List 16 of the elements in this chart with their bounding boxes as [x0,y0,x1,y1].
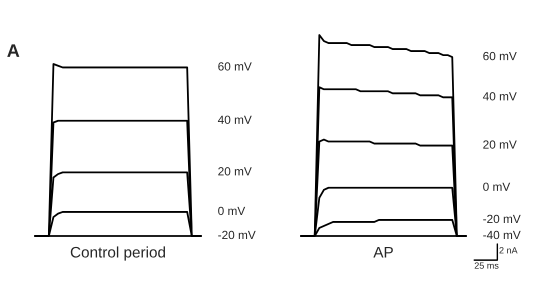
text: 60 mV [218,62,252,71]
text: A [7,44,20,57]
text: 0 mV [483,182,510,191]
text: 0 mV [218,206,246,216]
text: 20 mV [218,167,252,176]
text: 40 mV [218,116,252,124]
text: 2 nA [499,247,518,254]
text: 25 ms [474,262,499,269]
series-label: -20 mV [483,214,521,224]
text: 60 mV [483,52,517,60]
text: 20 mV [483,140,517,149]
series-label: -20 mV [218,230,256,240]
series-label: -40 mV [483,230,521,240]
x-axis-title: AP [373,246,393,258]
x-axis-title: Control period [70,246,165,261]
text: 40 mV [482,92,517,100]
